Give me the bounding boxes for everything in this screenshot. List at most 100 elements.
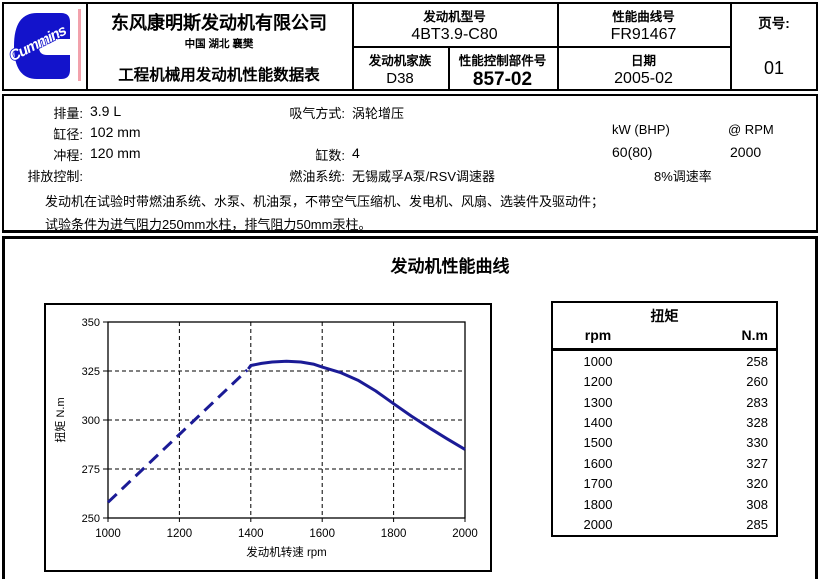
page-value: 01 bbox=[763, 58, 785, 78]
torque-nm-cell: 258 bbox=[746, 353, 768, 369]
control-part-cell: 性能控制部件号 857-02 bbox=[450, 48, 555, 90]
curve-no-cell: 性能曲线号 FR91467 bbox=[559, 4, 728, 46]
torque-rpm-cell: 1200 bbox=[583, 374, 613, 390]
torque-table-row: 1000 258 bbox=[553, 351, 776, 371]
torque-curve-dashed bbox=[106, 368, 249, 504]
x-tick-label: 1000 bbox=[95, 528, 121, 540]
torque-table-row: 1300 283 bbox=[553, 392, 776, 412]
emission-label: 排放控制: bbox=[27, 169, 83, 184]
fuel-system-value: 无锡威孚A泵/RSV调速器 bbox=[352, 169, 496, 184]
governor-note: 8%调速率 bbox=[654, 169, 712, 184]
specs-box: 排量: 3.9 L 吸气方式: 涡轮增压 缸径: 102 mm kW (BHP)… bbox=[2, 94, 818, 233]
date-value: 2005-02 bbox=[614, 70, 673, 87]
logo-accent-stripe bbox=[78, 9, 81, 81]
engine-model-value: 4BT3.9-C80 bbox=[411, 26, 498, 43]
company-name: 东风康明斯发动机有限公司 bbox=[111, 13, 327, 33]
bore-label: 缸径: bbox=[53, 127, 83, 142]
stroke-label: 冲程: bbox=[53, 148, 83, 163]
y-tick-label: 275 bbox=[82, 464, 100, 476]
torque-nm-cell: 260 bbox=[746, 374, 768, 390]
torque-table: 扭矩 rpm N.m 1000 258 1200 260 1300 283 1400 328 1… bbox=[551, 301, 778, 537]
control-part-value: 857-02 bbox=[472, 69, 533, 90]
aspiration-label: 吸气方式: bbox=[289, 106, 345, 121]
divider bbox=[730, 4, 732, 89]
torque-rpm-cell: 1000 bbox=[583, 353, 613, 369]
torque-nm-cell: 308 bbox=[746, 496, 768, 512]
torque-curve-solid bbox=[247, 359, 466, 451]
engine-model-cell: 发动机型号 4BT3.9-C80 bbox=[354, 4, 555, 46]
date-cell: 日期 2005-02 bbox=[559, 48, 728, 89]
cylinders-value: 4 bbox=[352, 145, 360, 161]
test-note-line1: 发动机在试验时带燃油系统、水泵、机油泵，不带空气压缩机、发电机、风扇、选装件及驱… bbox=[45, 194, 605, 209]
header-table: Cummins 东风康明斯发动机有限公司 中国 湖北 襄樊 工程机械用发动机性能… bbox=[2, 2, 818, 91]
power-value: 60(80) bbox=[612, 144, 653, 160]
torque-table-row: 1800 308 bbox=[553, 494, 776, 514]
date-label: 日期 bbox=[630, 54, 656, 68]
stroke-value: 120 mm bbox=[90, 145, 141, 161]
curve-no-label: 性能曲线号 bbox=[612, 10, 675, 24]
y-tick-label: 350 bbox=[82, 317, 100, 329]
torque-nm-cell: 328 bbox=[746, 415, 768, 431]
torque-table-row: 1500 330 bbox=[553, 433, 776, 453]
control-part-label: 性能控制部件号 bbox=[458, 54, 547, 68]
engine-family-cell: 发动机家族 D38 bbox=[354, 48, 446, 89]
page-label: 页号: bbox=[758, 16, 790, 31]
torque-nm-cell: 320 bbox=[746, 476, 768, 492]
y-tick-label: 250 bbox=[82, 513, 100, 525]
divider bbox=[448, 46, 450, 89]
page-no-cell: 页号: 01 bbox=[732, 4, 816, 89]
bore-value: 102 mm bbox=[90, 124, 141, 140]
torque-nm-cell: 285 bbox=[746, 517, 768, 533]
engine-model-label: 发动机型号 bbox=[423, 10, 486, 24]
torque-table-row: 1700 320 bbox=[553, 474, 776, 494]
cylinders-label: 缸数: bbox=[315, 148, 345, 163]
test-note-line2: 试验条件为进气阻力250mm水柱，排气阻力50mm汞柱。 bbox=[45, 217, 372, 232]
y-tick-label: 300 bbox=[82, 415, 100, 427]
torque-table-row: 1400 328 bbox=[553, 412, 776, 432]
torque-nm-cell: 283 bbox=[746, 394, 768, 410]
displacement-value: 3.9 L bbox=[90, 103, 122, 119]
torque-nm-cell: 327 bbox=[746, 455, 768, 471]
section-title: 发动机性能曲线 bbox=[390, 257, 510, 276]
rpm-value: 2000 bbox=[730, 144, 762, 160]
engine-family-value: D38 bbox=[386, 70, 414, 87]
x-tick-label: 1200 bbox=[167, 528, 193, 540]
torque-rpm-cell: 1500 bbox=[583, 435, 613, 451]
x-tick-label: 1400 bbox=[238, 528, 264, 540]
divider bbox=[352, 46, 730, 48]
y-axis-label: 扭矩 N.m bbox=[53, 397, 67, 442]
fuel-system-label: 燃油系统: bbox=[289, 169, 345, 184]
torque-chart-svg: 250 275 300 325 350 1000 1200 1400 1600 1800 2000 发… bbox=[53, 317, 478, 559]
torque-table-row: 2000 285 bbox=[553, 515, 776, 535]
displacement-label: 排量: bbox=[53, 106, 83, 121]
x-tick-label: 1800 bbox=[381, 528, 407, 540]
torque-table-rows: 1000 258 1200 260 1300 283 1400 328 1500 330 1600 3… bbox=[553, 351, 776, 535]
torque-nm-cell: 330 bbox=[746, 435, 768, 451]
cummins-logo-icon: Cummins bbox=[7, 13, 70, 79]
torque-table-row: 1200 260 bbox=[553, 371, 776, 391]
nm-column-header: N.m bbox=[741, 327, 768, 343]
rpm-column-header: rpm bbox=[584, 327, 612, 343]
y-tick-label: 325 bbox=[82, 366, 100, 378]
rpm-header: @ RPM bbox=[728, 122, 774, 137]
torque-rpm-cell: 1600 bbox=[583, 455, 613, 471]
sheet-title: 工程机械用发动机性能数据表 bbox=[118, 67, 320, 84]
aspiration-value: 涡轮增压 bbox=[352, 106, 405, 121]
engine-family-label: 发动机家族 bbox=[368, 54, 432, 68]
x-tick-label: 1600 bbox=[309, 528, 335, 540]
torque-rpm-cell: 1300 bbox=[583, 394, 613, 410]
logo-cell: Cummins bbox=[4, 4, 86, 89]
company-location: 中国 湖北 襄樊 bbox=[184, 38, 254, 50]
torque-rpm-cell: 1700 bbox=[583, 476, 613, 492]
torque-rpm-cell: 1800 bbox=[583, 496, 613, 512]
performance-section: 发动机性能曲线 250 275 300 325 350 1000 1200 1400 1600 1… bbox=[2, 236, 818, 579]
torque-table-row: 1600 327 bbox=[553, 453, 776, 473]
curve-no-value: FR91467 bbox=[610, 26, 677, 43]
torque-rpm-cell: 2000 bbox=[583, 517, 613, 533]
torque-table-title: 扭矩 bbox=[650, 308, 679, 324]
torque-chart: 250 275 300 325 350 1000 1200 1400 1600 1800 2000 发… bbox=[44, 303, 492, 572]
torque-table-header: rpm N.m bbox=[553, 327, 776, 351]
power-header: kW (BHP) bbox=[612, 122, 670, 137]
divider bbox=[86, 4, 88, 89]
